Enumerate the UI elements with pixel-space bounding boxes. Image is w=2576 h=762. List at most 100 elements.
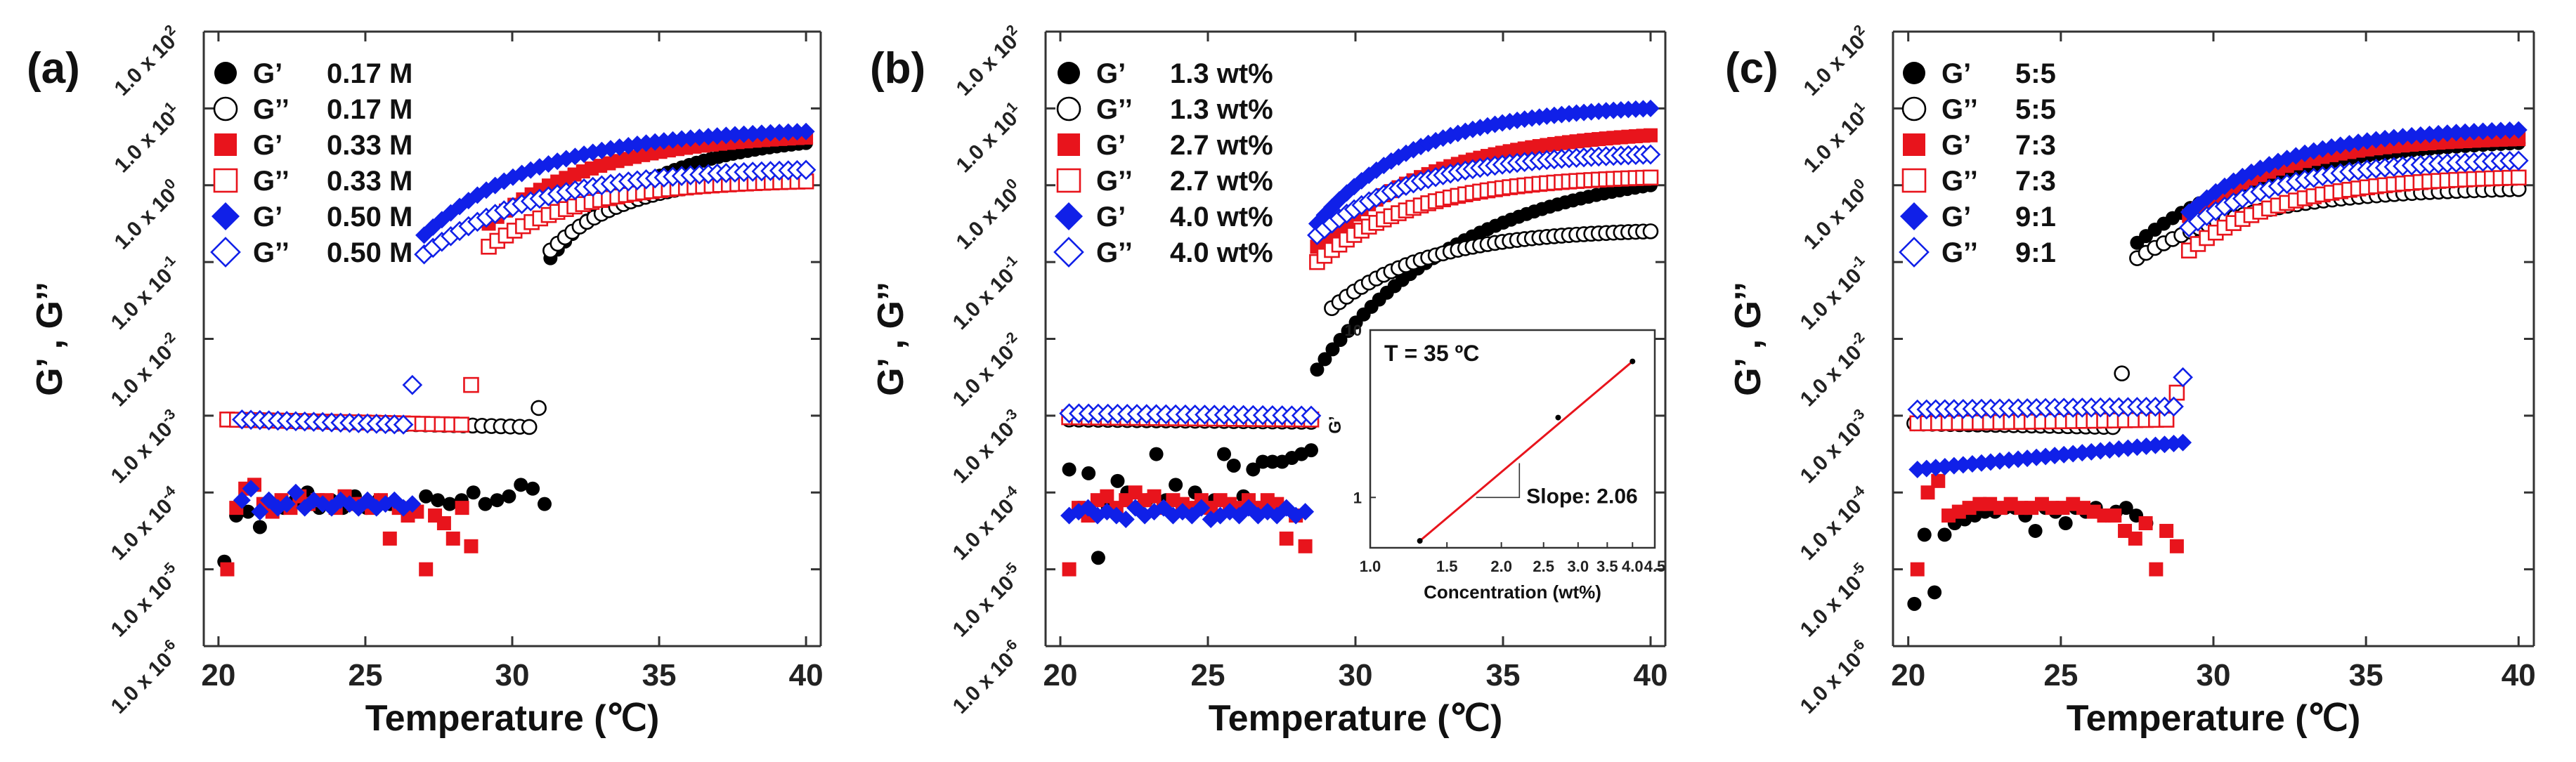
data-point [393, 414, 414, 435]
data-point [1642, 223, 1659, 239]
legend-marker [1058, 62, 1080, 84]
legend-marker [1899, 237, 1930, 268]
data-point [1907, 596, 1922, 611]
x-tick-label: 20 [1891, 658, 1925, 692]
y-tick-label-text: 1.0 x 10-2 [104, 329, 186, 412]
data-point [797, 122, 815, 140]
legend-symbol: G’ [1096, 130, 1126, 161]
y-tick-label-text: 1.0 x 10-4 [1793, 482, 1875, 565]
data-point [1917, 527, 1932, 542]
x-tick-label: 25 [2043, 658, 2078, 692]
series-diamond-open-5 [1059, 144, 1661, 426]
y-tick-label: 1.0 x 10-1 [1793, 252, 1875, 334]
y-tick-label-text: 1.0 x 100 [1797, 176, 1875, 254]
inset-x-tick-label: 2.5 [1533, 558, 1554, 575]
y-tick-label: 1.0 x 10-5 [946, 559, 1028, 641]
data-point [2138, 516, 2153, 530]
x-tick-label: 20 [201, 658, 235, 692]
data-point [287, 483, 305, 501]
legend-label: 0.50 M [327, 202, 412, 232]
legend-label: 0.33 M [327, 166, 412, 197]
data-point [1910, 562, 1925, 577]
y-tick-label-text: 1.0 x 10-1 [946, 252, 1028, 334]
legend-label: 0.50 M [327, 237, 412, 268]
legend-symbol: G’’ [1096, 237, 1133, 268]
data-point [403, 495, 422, 513]
y-tick-label: 1.0 x 10-3 [1796, 406, 1868, 488]
y-tick-base: 1.0 x 10 [952, 184, 1022, 254]
y-tick-base: 1.0 x 10 [1800, 184, 1870, 254]
data-point [1641, 99, 1660, 117]
data-point [478, 497, 493, 511]
legend-label: 1.3 wt% [1170, 94, 1273, 125]
y-tick-label: 1.0 x 10-4 [107, 482, 179, 565]
y-tick-label-text: 1.0 x 100 [949, 176, 1028, 254]
data-point [2058, 516, 2073, 530]
y-tick-label: 1.0 x 10-1 [104, 252, 186, 334]
y-tick-label: 1.0 x 10-2 [1796, 329, 1868, 412]
y-tick-label-text: 1.0 x 10-6 [1793, 636, 1875, 718]
data-point [1426, 131, 1445, 150]
data-point [2114, 365, 2131, 382]
y-tick-label-text: 1.0 x 10-1 [1793, 252, 1875, 334]
inset-slope-label: Slope: 2.06 [1526, 485, 1637, 508]
legend-symbol: G’ [1096, 58, 1126, 89]
y-tick-label: 1.0 x 10-5 [1796, 559, 1868, 641]
y-tick-label: 1.0 x 10-4 [949, 482, 1021, 565]
x-tick-label: 30 [2197, 658, 2231, 692]
y-tick-base: 1.0 x 10 [110, 107, 181, 177]
data-point [455, 501, 469, 515]
x-tick-label: 35 [2349, 658, 2383, 692]
data-point [251, 503, 269, 521]
x-tick-label: 35 [642, 658, 677, 692]
inset-slope-triangle [1476, 463, 1521, 499]
legend-marker [1058, 133, 1080, 156]
data-point [1100, 489, 1114, 504]
data-point [1147, 489, 1162, 504]
data-point [1149, 447, 1164, 461]
inset-data-point [1417, 538, 1423, 544]
legend-marker [1903, 62, 1925, 84]
y-tick-label: 1.0 x 10-3 [949, 406, 1021, 488]
inset-frame [1369, 329, 1656, 549]
data-point [1117, 511, 1135, 529]
legend-marker [1053, 237, 1084, 268]
legend-symbol: G’’ [1096, 94, 1133, 125]
data-point [419, 489, 434, 504]
x-axis-title: Temperature (℃) [365, 698, 660, 739]
legend-label: 2.7 wt% [1170, 166, 1273, 197]
inset-x-tick-label: 1.5 [1436, 558, 1458, 575]
legend-symbol: G’’ [253, 166, 290, 197]
data-point [1931, 473, 1946, 488]
y-tick-base: 1.0 x 10 [1796, 418, 1866, 488]
inset-x-tick-label: 4.0 [1622, 558, 1644, 575]
y-tick-base: 1.0 x 10 [110, 30, 181, 100]
y-tick-base: 1.0 x 10 [952, 107, 1022, 177]
legend-symbol: G’ [253, 58, 282, 89]
y-tick-base: 1.0 x 10 [107, 571, 177, 641]
legend-label: 0.17 M [327, 58, 412, 89]
y-axis-title: G’ , G’’ [30, 282, 70, 396]
legend-label: 2.7 wt% [1170, 130, 1273, 161]
data-point [1325, 342, 1340, 357]
data-point [1279, 531, 1294, 546]
y-tick-base: 1.0 x 10 [952, 30, 1022, 100]
x-tick-label: 35 [1486, 658, 1521, 692]
legend-marker [1056, 168, 1081, 193]
y-tick-label-text: 1.0 x 10-5 [946, 559, 1028, 641]
inset-title: T = 35 ºC [1384, 341, 1479, 366]
legend-symbol: G’ [1941, 58, 1971, 89]
legend-marker [1900, 202, 1928, 230]
inset-y-tick-label: 10 [1345, 322, 1362, 339]
y-tick-label-text: 1.0 x 10-1 [104, 252, 186, 334]
data-point [1642, 169, 1659, 186]
inset-x-tick-label: 4.5 [1644, 558, 1666, 575]
data-point [1192, 499, 1211, 517]
series-diamond-filled-4 [1908, 121, 2528, 478]
y-tick-label: 1.0 x 101 [1800, 98, 1870, 177]
legend-label: 9:1 [2015, 202, 2056, 232]
legend-symbol: G’’ [1941, 166, 1978, 197]
legend-label: 4.0 wt% [1170, 202, 1273, 232]
legend-symbol: G’ [253, 130, 282, 161]
data-point [220, 562, 235, 577]
